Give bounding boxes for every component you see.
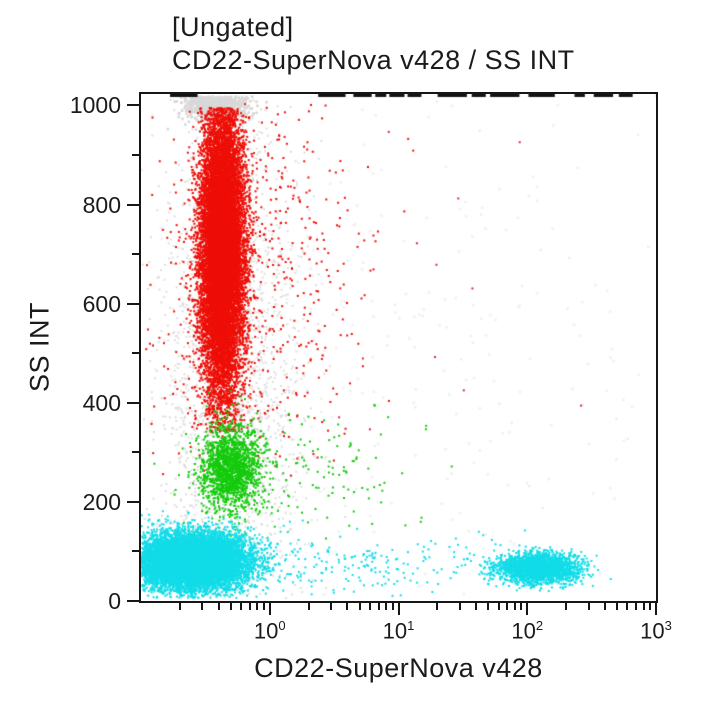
x-minor-tick xyxy=(616,603,619,610)
y-minor-tick xyxy=(132,153,139,156)
x-tick-label: 103 xyxy=(640,618,672,644)
x-major-tick xyxy=(268,603,271,615)
x-minor-tick xyxy=(649,603,652,610)
x-minor-tick xyxy=(587,603,590,610)
x-tick-label: 100 xyxy=(253,618,286,644)
y-major-tick xyxy=(127,104,139,107)
x-minor-tick xyxy=(256,603,259,610)
x-minor-tick xyxy=(346,603,349,610)
x-minor-tick xyxy=(391,603,394,610)
x-minor-tick xyxy=(217,603,220,610)
x-minor-tick xyxy=(262,603,265,610)
y-major-tick xyxy=(127,500,139,503)
y-tick-label: 800 xyxy=(82,191,121,218)
x-tick-label: 102 xyxy=(511,618,544,644)
x-minor-tick xyxy=(377,603,380,610)
y-tick-label: 200 xyxy=(82,488,121,515)
x-minor-tick xyxy=(178,603,181,610)
x-minor-tick xyxy=(458,603,461,610)
plot-gate-title: [Ungated] xyxy=(172,12,294,42)
y-tick-label: 0 xyxy=(108,588,121,614)
y-tick-label: 400 xyxy=(82,389,121,416)
x-minor-tick xyxy=(358,603,361,610)
x-minor-tick xyxy=(603,603,606,610)
y-major-tick xyxy=(127,600,139,602)
x-minor-tick xyxy=(248,603,251,610)
plot-area xyxy=(139,92,658,603)
x-minor-tick xyxy=(436,603,439,610)
x-minor-tick xyxy=(330,603,333,610)
plot-parameters-title: CD22-SuperNova v428 / SS INT xyxy=(172,45,575,75)
x-minor-tick xyxy=(513,603,516,610)
y-minor-tick xyxy=(132,352,139,355)
x-minor-tick xyxy=(385,603,388,610)
x-minor-tick xyxy=(240,603,243,610)
y-minor-tick xyxy=(132,253,139,256)
x-axis-title: CD22-SuperNova v428 xyxy=(254,653,543,683)
x-minor-tick xyxy=(368,603,371,610)
x-minor-tick xyxy=(642,603,645,610)
x-minor-tick xyxy=(201,603,204,610)
x-minor-tick xyxy=(307,603,310,610)
x-minor-tick xyxy=(565,603,567,610)
x-minor-tick xyxy=(626,603,629,610)
y-major-tick xyxy=(127,401,139,404)
y-major-tick xyxy=(127,302,139,305)
y-minor-tick xyxy=(132,451,139,454)
x-minor-tick xyxy=(475,603,477,610)
y-tick-label: 1000 xyxy=(69,92,121,119)
x-minor-tick xyxy=(229,603,232,610)
x-major-tick xyxy=(526,603,529,615)
y-minor-tick xyxy=(132,550,139,553)
x-minor-tick xyxy=(506,603,509,610)
x-major-tick xyxy=(397,603,400,615)
scatter-canvas[interactable] xyxy=(141,94,656,601)
y-major-tick xyxy=(127,203,139,206)
x-tick-label: 101 xyxy=(382,618,415,644)
x-minor-tick xyxy=(487,603,490,610)
x-minor-tick xyxy=(520,603,523,610)
x-minor-tick xyxy=(497,603,500,610)
y-tick-label: 600 xyxy=(82,290,121,317)
x-major-tick xyxy=(655,603,657,615)
x-minor-tick xyxy=(635,603,638,610)
